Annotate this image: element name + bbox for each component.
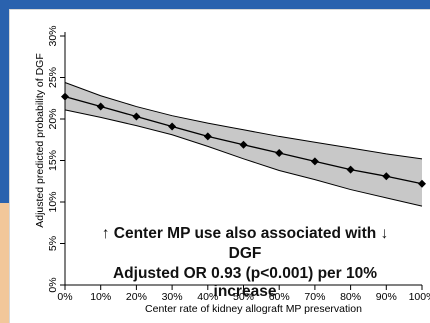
x-tick-label: 60% (269, 291, 290, 303)
x-axis-label: Center rate of kidney allograft MP prese… (145, 303, 362, 315)
y-tick-label: 10% (47, 191, 59, 212)
x-tick-label: 100% (409, 291, 430, 303)
frame-left-bar (0, 0, 9, 323)
y-tick-label: 0% (47, 277, 59, 292)
y-tick-layer: 0% 5% 10% 15% 20% 25% 30% (47, 25, 65, 293)
annotation-line-2: DGF (228, 245, 262, 262)
y-tick-label: 5% (47, 236, 59, 251)
x-tick-label: 40% (197, 291, 218, 303)
x-tick-label: 30% (162, 291, 183, 303)
x-tick-label: 70% (304, 291, 325, 303)
y-tick-label: 15% (47, 150, 59, 171)
x-tick-label: 80% (340, 291, 361, 303)
data-point (239, 140, 248, 149)
data-point (418, 179, 426, 188)
x-tick-label: 10% (90, 291, 111, 303)
data-point (346, 165, 355, 174)
ci-upper-line (64, 82, 423, 160)
y-tick-label: 20% (47, 108, 59, 129)
x-tick-label: 50% (233, 291, 254, 303)
x-tick-layer: 0% 10% 20% 30% 40% 50% 60% 70% 80% 90% 100% (57, 285, 430, 303)
data-point (203, 132, 212, 141)
data-point (168, 122, 177, 131)
data-point (310, 157, 319, 166)
annotation-line-4: increase (213, 283, 277, 300)
frame-top-bar (0, 0, 430, 9)
annotation-line-1: ↑ Center MP use also associated with ↓ (101, 225, 389, 242)
data-point (96, 102, 105, 111)
series-marker-layer (61, 92, 426, 188)
data-point (382, 172, 391, 181)
frame-left-accent (0, 203, 9, 323)
data-point (275, 149, 284, 158)
x-tick-label: 0% (57, 291, 72, 303)
ci-lower-line (64, 109, 423, 207)
y-axis-label: Adjusted predicted probability of DGF (34, 53, 46, 228)
x-tick-label: 90% (376, 291, 397, 303)
annotation-line-3: Adjusted OR 0.93 (p<0.001) per 10% (112, 265, 378, 282)
x-tick-label: 20% (126, 291, 147, 303)
y-tick-label: 30% (47, 25, 59, 46)
data-point (132, 112, 141, 121)
y-tick-label: 25% (47, 67, 59, 88)
